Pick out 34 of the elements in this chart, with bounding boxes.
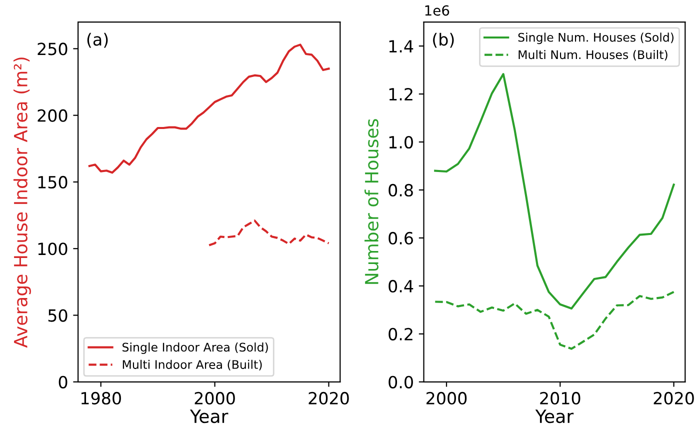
y-tick-label: 0.0: [388, 376, 413, 388]
legend-label: Multi Indoor Area (Built): [122, 360, 262, 370]
annotation: (b): [433, 32, 454, 48]
y-axis-title: Average House Indoor Area (m²): [14, 58, 31, 348]
x-tick-label: 2020: [654, 392, 694, 405]
y-tick-label: 0.2: [388, 328, 412, 340]
x-axis-title: Year: [535, 410, 574, 424]
line-series: [208, 220, 330, 246]
legend-label: Single Num. Houses (Sold): [518, 32, 674, 44]
y-tick-label: 50: [48, 309, 68, 322]
x-tick-label: 2010: [540, 392, 580, 405]
line-series: [434, 73, 675, 310]
y-axis-title: Number of Houses: [364, 119, 378, 284]
legend-label: Multi Num. Houses (Built): [518, 50, 668, 61]
x-tick-label: 2020: [308, 392, 349, 405]
x-tick-label: 2000: [426, 392, 467, 405]
y-tick-label: 200: [38, 109, 68, 122]
y-tick-label: 1.2: [389, 88, 412, 100]
x-tick-label: 2000: [194, 392, 235, 405]
y-tick-label: 100: [38, 242, 68, 256]
y-tick-label: 250: [38, 42, 68, 56]
text: 1e6: [425, 5, 450, 16]
legend-label: Single Indoor Area (Sold): [122, 342, 268, 354]
x-tick-label: 1980: [81, 392, 121, 405]
y-tick-label: 0.4: [388, 280, 414, 292]
annotation: (a): [87, 32, 108, 48]
y-tick-label: 1.0: [389, 136, 413, 149]
y-tick-label: 150: [38, 176, 68, 189]
y-tick-label: 0: [58, 376, 68, 388]
y-tick-label: 1.4: [389, 40, 414, 52]
y-tick-label: 0.6: [388, 232, 414, 245]
line-series: [434, 290, 675, 350]
y-tick-label: 0.8: [388, 184, 413, 197]
x-axis-title: Year: [190, 410, 228, 424]
